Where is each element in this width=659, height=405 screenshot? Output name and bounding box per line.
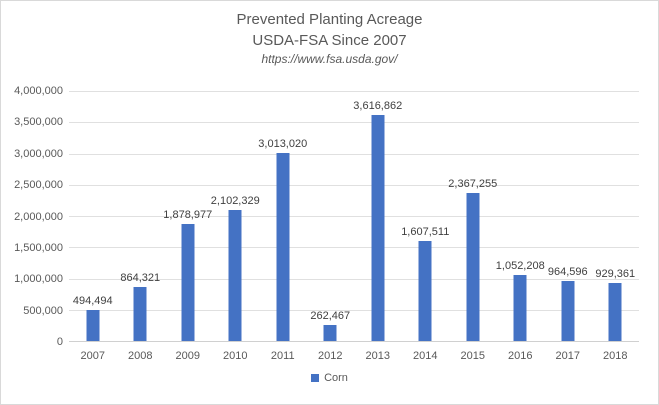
bar-2011[interactable] bbox=[276, 152, 290, 341]
x-tick-label-2008: 2008 bbox=[128, 350, 153, 362]
legend: Corn bbox=[1, 372, 658, 384]
y-tick-label: 1,000,000 bbox=[14, 273, 63, 286]
bar-2010[interactable] bbox=[228, 209, 242, 341]
bar-value-label-2013: 3,616,862 bbox=[353, 99, 403, 112]
bar-slot-2017: 964,596 bbox=[544, 91, 592, 341]
bar-value-label-2015: 2,367,255 bbox=[448, 178, 498, 191]
gridline bbox=[69, 91, 639, 92]
bar-2018[interactable] bbox=[608, 282, 622, 341]
legend-swatch-icon bbox=[311, 374, 320, 382]
y-tick-label: 3,500,000 bbox=[14, 116, 63, 129]
y-tick-label: 2,500,000 bbox=[14, 179, 63, 192]
bar-value-label-2016: 1,052,208 bbox=[495, 260, 545, 273]
x-tick-label-2007: 2007 bbox=[80, 350, 105, 362]
y-tick-label: 500,000 bbox=[23, 304, 63, 317]
chart-title-block: Prevented Planting Acreage USDA-FSA Sinc… bbox=[1, 9, 658, 68]
bar-2017[interactable] bbox=[561, 280, 575, 341]
bar-value-label-2018: 929,361 bbox=[595, 267, 636, 280]
bar-value-label-2012: 262,467 bbox=[310, 309, 351, 322]
bar-2009[interactable] bbox=[181, 223, 195, 341]
y-tick-label: 2,000,000 bbox=[14, 210, 63, 223]
bar-value-label-2014: 1,607,511 bbox=[401, 225, 450, 238]
gridline bbox=[69, 153, 639, 155]
bar-slot-2014: 1,607,511 bbox=[401, 91, 450, 341]
y-tick-label: 0 bbox=[56, 336, 63, 348]
bar-value-label-2010: 2,102,329 bbox=[210, 194, 260, 207]
bar-slot-2008: 864,321 bbox=[117, 91, 165, 341]
bar-2016[interactable] bbox=[513, 275, 527, 341]
bar-2014[interactable] bbox=[418, 240, 432, 341]
x-tick-label-2015: 2015 bbox=[460, 350, 485, 362]
y-axis: 0 500,000 1,000,000 1,500,000 2,000,000 2,500… bbox=[1, 85, 63, 348]
bar-slot-2013: 3,616,862 bbox=[353, 91, 403, 341]
legend-label: Corn bbox=[324, 372, 348, 384]
bar-value-label-2007: 494,494 bbox=[72, 295, 113, 308]
chart-subtitle: USDA-FSA Since 2007 bbox=[252, 32, 407, 49]
bar-2012[interactable] bbox=[323, 324, 337, 341]
x-tick-label-2009: 2009 bbox=[175, 350, 200, 362]
bar-slot-2018: 929,361 bbox=[592, 91, 640, 341]
bar-2007[interactable] bbox=[86, 310, 100, 341]
bar-slot-2009: 1,878,977 bbox=[163, 91, 213, 341]
bars-row: 494,494 864,321 1,878,977 2,102,329 3,013,02… bbox=[69, 91, 639, 341]
bar-slot-2007: 494,494 bbox=[69, 91, 117, 341]
x-tick-label-2016: 2016 bbox=[508, 350, 533, 362]
x-tick-label-2018: 2018 bbox=[603, 350, 628, 362]
bar-slot-2010: 2,102,329 bbox=[210, 91, 260, 341]
y-tick-label: 4,000,000 bbox=[14, 85, 63, 97]
bar-slot-2015: 2,367,255 bbox=[448, 91, 498, 341]
gridline bbox=[69, 278, 639, 280]
bar-2008[interactable] bbox=[133, 286, 147, 341]
bar-value-label-2017: 964,596 bbox=[547, 265, 588, 278]
gridline bbox=[69, 184, 639, 186]
y-tick-label: 3,000,000 bbox=[14, 147, 63, 160]
plot-area: 494,494 864,321 1,878,977 2,102,329 3,013,02… bbox=[69, 91, 639, 342]
gridline bbox=[69, 247, 639, 249]
bar-slot-2011: 3,013,020 bbox=[258, 91, 308, 341]
x-tick-label-2017: 2017 bbox=[555, 350, 580, 362]
x-tick-label-2010: 2010 bbox=[223, 350, 248, 362]
chart-source-url: https://www.fsa.usda.gov/ bbox=[261, 52, 398, 66]
y-tick-label: 1,500,000 bbox=[14, 241, 63, 254]
x-tick-label-2012: 2012 bbox=[318, 350, 343, 362]
x-tick-label-2013: 2013 bbox=[365, 350, 390, 362]
bar-slot-2016: 1,052,208 bbox=[495, 91, 545, 341]
bar-value-label-2008: 864,321 bbox=[120, 271, 161, 284]
x-axis: 2007 2008 2009 2010 2011 2012 2013 2014 2015 2016… bbox=[69, 350, 639, 365]
x-tick-label-2014: 2014 bbox=[413, 350, 438, 362]
x-tick-label-2011: 2011 bbox=[270, 350, 295, 362]
bar-slot-2012: 262,467 bbox=[307, 91, 355, 341]
gridline bbox=[69, 309, 639, 311]
bar-2015[interactable] bbox=[466, 193, 480, 341]
chart-title: Prevented Planting Acreage bbox=[236, 11, 423, 28]
bar-2013[interactable] bbox=[371, 114, 385, 341]
gridline bbox=[69, 122, 639, 124]
bar-value-label-2011: 3,013,020 bbox=[258, 137, 308, 150]
gridline bbox=[69, 216, 639, 217]
bar-value-label-2009: 1,878,977 bbox=[163, 208, 213, 221]
